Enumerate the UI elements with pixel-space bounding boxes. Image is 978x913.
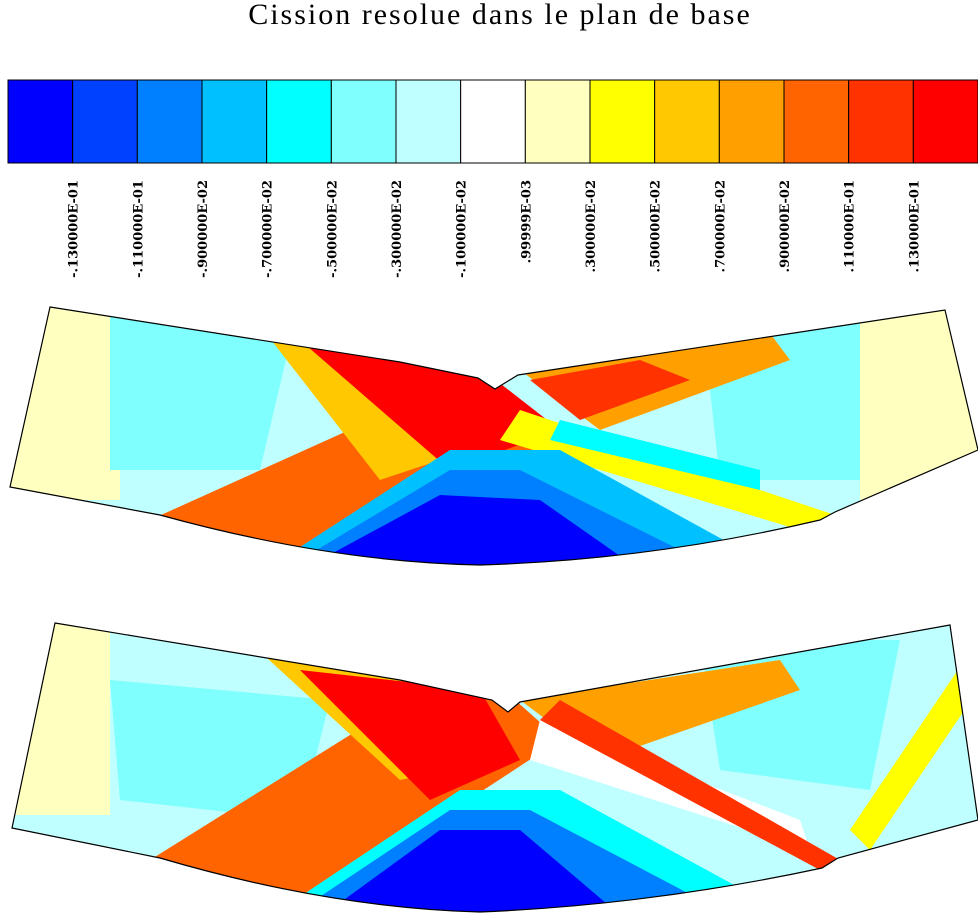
colorbar-label: -.100000E-02 <box>455 180 470 278</box>
colorbar-swatch <box>395 79 462 164</box>
colorbar-label: .300000E-02 <box>584 180 599 272</box>
mesh-plot-fine <box>12 623 978 912</box>
colorbar-swatch <box>136 79 203 164</box>
colorbar-swatch <box>848 79 914 164</box>
colorbar-label: -.900000E-02 <box>196 180 211 278</box>
colorbar-swatch <box>266 79 332 164</box>
colorbar-label: -.110000E-01 <box>131 180 146 278</box>
colorbar-swatch <box>330 79 397 164</box>
beam-outline <box>9 306 978 566</box>
beam-outline <box>11 622 978 913</box>
colorbar-label: -.700000E-02 <box>261 180 276 278</box>
colorbar-swatch <box>912 79 978 164</box>
colorbar-label: .130000E-01 <box>907 180 922 272</box>
colorbar-swatch <box>72 79 138 164</box>
colorbar-label: -.300000E-02 <box>390 180 405 278</box>
colorbar-label: .900000E-02 <box>778 180 793 272</box>
colorbar-swatch <box>718 79 785 164</box>
colorbar-label: .99999E-03 <box>519 180 534 263</box>
colorbar: -.130000E-01 -.110000E-01 -.900000E-02 -.70… <box>7 79 978 278</box>
colorbar-label: .500000E-02 <box>649 180 664 272</box>
colorbar-swatch <box>201 79 268 164</box>
colorbar-label: .700000E-02 <box>713 180 728 272</box>
colorbar-label: -.130000E-01 <box>67 180 82 278</box>
mesh-plot-coarse <box>10 307 978 565</box>
colorbar-swatch <box>524 79 591 164</box>
colorbar-swatch <box>589 79 656 164</box>
title: Cission resolue dans le plan de base <box>248 0 752 31</box>
colorbar-swatch <box>654 79 720 164</box>
colorbar-label: -.500000E-02 <box>325 180 340 278</box>
colorbar-swatch <box>783 79 850 164</box>
colorbar-label: .110000E-01 <box>843 180 858 272</box>
colorbar-swatch <box>460 79 526 164</box>
colorbar-swatch <box>7 79 74 164</box>
